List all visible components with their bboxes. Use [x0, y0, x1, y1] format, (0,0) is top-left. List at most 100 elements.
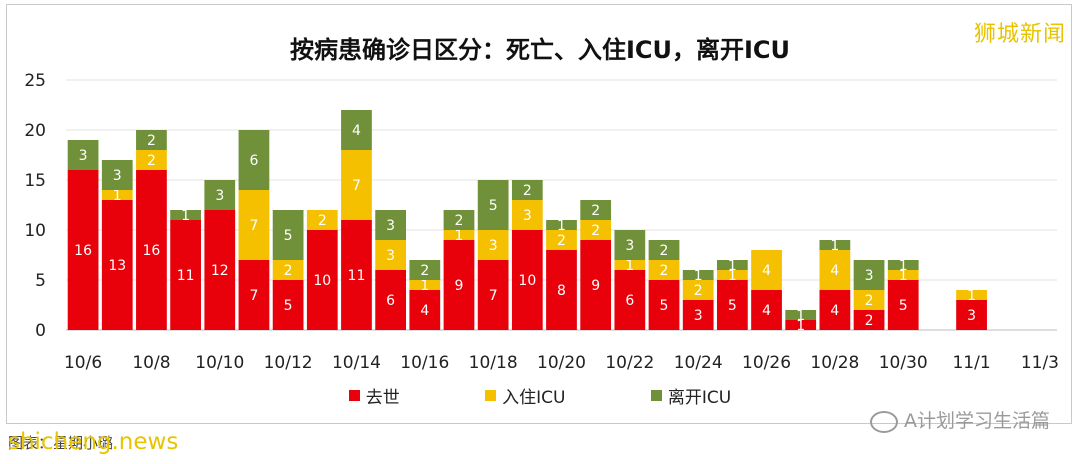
- bar-segment-icu_in: [580, 220, 612, 240]
- legend-swatch-icu-in: [485, 390, 497, 401]
- bar-segment-icu_out: [819, 240, 851, 250]
- y-tick-label: 5: [35, 271, 46, 291]
- x-tick-label: 10/20: [537, 353, 586, 373]
- bar-segment-icu_in: [272, 260, 304, 280]
- data-label: 2: [147, 153, 156, 169]
- bar-segment-icu_out: [341, 110, 372, 150]
- data-label: 3: [967, 308, 976, 324]
- y-tick-label: 20: [24, 121, 46, 141]
- bar-segment-icu_in: [716, 270, 748, 280]
- bar-segment-icu_out: [477, 180, 509, 230]
- source-credit: 图表：星期小璐: [8, 434, 114, 452]
- data-label: 13: [108, 258, 126, 274]
- data-label: 2: [147, 133, 156, 149]
- bar-segment-deaths: [341, 220, 372, 330]
- x-tick-label: 10/6: [64, 353, 102, 373]
- bar-segment-deaths: [306, 230, 338, 330]
- x-tick-label: 10/16: [400, 353, 449, 373]
- data-label: 1: [181, 208, 190, 224]
- data-label: 1: [557, 218, 566, 234]
- data-label: 1: [796, 308, 805, 324]
- bar-segment-deaths: [101, 200, 133, 330]
- data-label: 1: [694, 268, 703, 284]
- bar-segment-icu_in: [648, 260, 680, 280]
- data-label: 9: [591, 278, 600, 294]
- bar-segment-icu_out: [409, 260, 441, 280]
- bar-segment-icu_in: [101, 190, 133, 200]
- data-label: 2: [420, 263, 429, 279]
- watermark-bottom: shicheng.news: [8, 429, 179, 455]
- data-label: 3: [694, 308, 703, 324]
- bar-segment-icu_out: [67, 140, 99, 170]
- legend-label-icu-in: 入住ICU: [502, 388, 566, 408]
- data-label: 4: [830, 263, 839, 279]
- legend-item-icu-out: 离开ICU: [650, 383, 731, 408]
- data-label: 3: [113, 168, 122, 184]
- bar-segment-deaths: [546, 250, 577, 330]
- data-label: 1: [796, 318, 805, 334]
- x-tick-label: 10/8: [132, 353, 170, 373]
- bar-segment-icu_in: [682, 280, 714, 300]
- bar-segment-icu_out: [716, 260, 748, 270]
- bar-segment-icu_in: [511, 200, 543, 230]
- data-label: 3: [865, 268, 874, 284]
- bar-segment-icu_out: [101, 160, 133, 190]
- data-label: 1: [728, 268, 737, 284]
- legend-swatch-icu-out: [650, 390, 662, 401]
- x-tick-label: 11/1: [952, 353, 990, 373]
- data-label: 1: [899, 258, 908, 274]
- data-label: 1: [728, 258, 737, 274]
- data-label: 2: [318, 213, 327, 229]
- data-label: 3: [386, 218, 395, 234]
- bar-segment-icu_in: [887, 270, 919, 280]
- bar-segment-deaths: [272, 280, 304, 330]
- data-label: 2: [694, 283, 703, 299]
- data-label: 3: [215, 188, 224, 204]
- data-label: 9: [455, 278, 464, 294]
- data-label: 5: [728, 298, 737, 314]
- data-label: 4: [420, 303, 429, 319]
- bar-segment-deaths: [511, 230, 543, 330]
- watermark-right: A计划学习生活篇: [870, 406, 1050, 433]
- data-label: 1: [967, 288, 976, 304]
- y-tick-label: 25: [24, 71, 46, 91]
- data-label: 11: [348, 268, 366, 284]
- legend-label-deaths: 去世: [365, 388, 400, 408]
- x-tick-label: 10/14: [332, 353, 381, 373]
- y-tick-label: 10: [24, 221, 46, 241]
- bar-segment-icu_out: [170, 210, 201, 220]
- data-label: 10: [313, 273, 331, 289]
- data-label: 10: [518, 273, 536, 289]
- x-tick-label: 10/18: [469, 353, 518, 373]
- x-tick-label: 10/24: [674, 353, 723, 373]
- bar-segment-icu_out: [785, 310, 817, 320]
- bar-segment-icu_in: [546, 230, 577, 250]
- bar-segment-icu_in: [614, 260, 646, 270]
- bar-segment-deaths: [751, 290, 782, 330]
- data-label: 2: [865, 293, 874, 309]
- legend-item-icu-in: 入住ICU: [485, 383, 566, 408]
- bar-segment-icu_in: [443, 230, 475, 240]
- bar-segment-deaths: [716, 280, 748, 330]
- data-label: 4: [762, 303, 771, 319]
- data-label: 1: [113, 188, 122, 204]
- data-label: 11: [177, 268, 195, 284]
- legend-item-deaths: 去世: [348, 383, 400, 408]
- data-label: 1: [420, 278, 429, 294]
- bar-segment-icu_in: [819, 250, 851, 290]
- data-label: 1: [455, 228, 464, 244]
- data-label: 16: [143, 243, 161, 259]
- data-label: 4: [352, 123, 361, 139]
- bar-segment-deaths: [375, 270, 407, 330]
- y-tick-label: 0: [35, 321, 46, 341]
- x-tick-label: 10/28: [810, 353, 859, 373]
- data-label: 3: [386, 248, 395, 264]
- data-label: 5: [284, 298, 293, 314]
- data-label: 7: [489, 288, 498, 304]
- bar-segment-icu_in: [751, 250, 782, 290]
- data-label: 16: [74, 243, 92, 259]
- data-label: 3: [489, 238, 498, 254]
- bar-segment-icu_out: [375, 210, 407, 240]
- bar-segment-icu_out: [614, 230, 646, 260]
- watermark-right-text: A计划学习生活篇: [904, 410, 1050, 432]
